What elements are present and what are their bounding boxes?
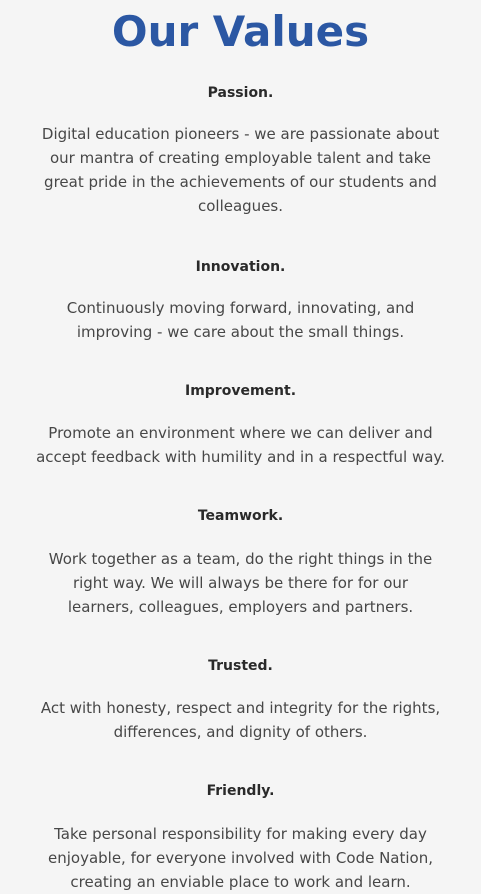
value-description: Act with honesty, respect and integrity …	[40, 699, 441, 741]
value-passion: Passion. Digital education pioneers - we…	[0, 84, 481, 218]
value-description: Take personal responsibility for making …	[47, 825, 434, 891]
value-description: Promote an environment where we can deli…	[36, 424, 445, 466]
value-heading: Teamwork.	[197, 508, 284, 524]
value-heading: Innovation.	[195, 259, 286, 275]
value-innovation: Innovation. Continuously moving forward,…	[0, 258, 481, 344]
value-improvement: Improvement. Promote an environment wher…	[0, 382, 481, 469]
value-heading: Improvement.	[184, 383, 297, 399]
value-heading: Friendly.	[206, 783, 275, 799]
value-teamwork: Teamwork. Work together as a team, do th…	[0, 507, 481, 619]
page-title: Our Values	[111, 7, 370, 56]
value-friendly: Friendly. Take personal responsibility f…	[0, 782, 481, 894]
values-list: Passion. Digital education pioneers - we…	[0, 84, 481, 894]
value-description: Continuously moving forward, innovating,…	[66, 299, 415, 341]
value-trusted: Trusted. Act with honesty, respect and i…	[0, 657, 481, 744]
value-description: Work together as a team, do the right th…	[48, 550, 433, 616]
value-heading: Passion.	[207, 85, 274, 101]
value-description: Digital education pioneers - we are pass…	[41, 125, 440, 215]
value-heading: Trusted.	[208, 658, 273, 674]
